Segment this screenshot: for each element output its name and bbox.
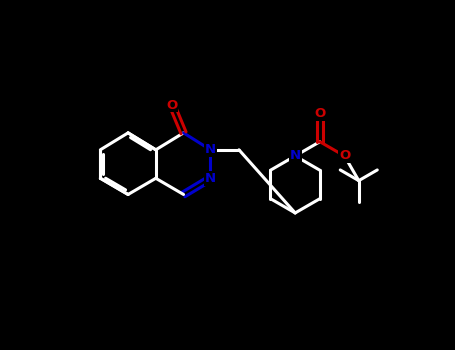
Text: N: N [205,172,216,185]
Text: O: O [167,99,177,112]
Text: N: N [205,143,216,156]
Text: O: O [339,149,350,162]
Text: N: N [290,149,301,162]
Text: O: O [314,107,325,120]
